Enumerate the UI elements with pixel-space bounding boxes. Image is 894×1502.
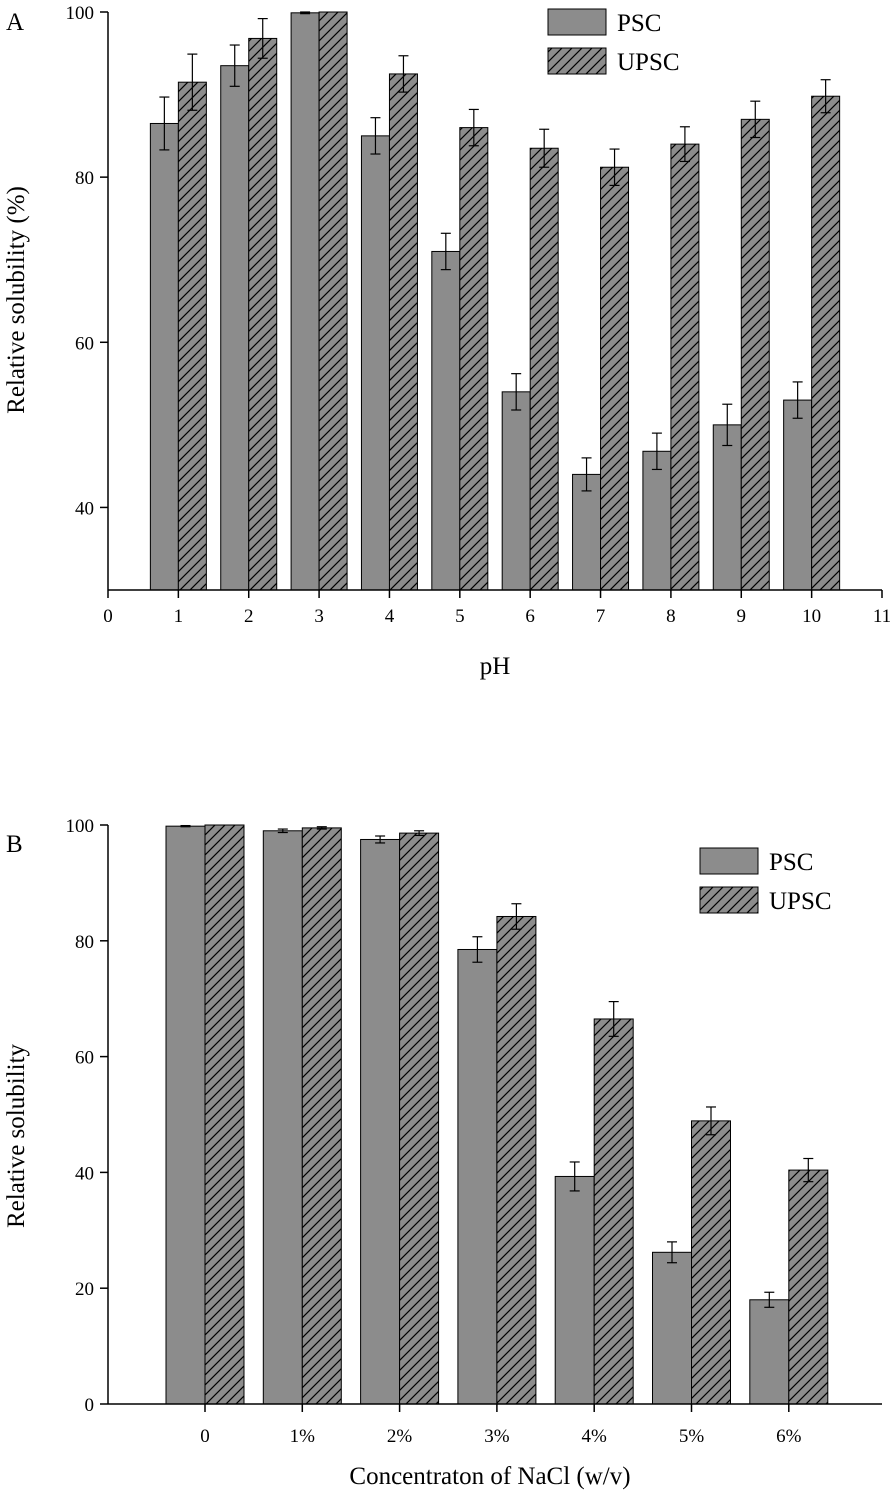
panel-a-y-tick-label: 40: [75, 498, 94, 519]
panel-a-bar-psc: [290, 12, 320, 591]
panel-b-x-axis-title: Concentraton of NaCl (w/v): [349, 1463, 630, 1490]
panel-a-x-tick-label: 9: [737, 606, 747, 627]
panel-a: A 40 60 80 100 0 1 2 3 4 5 6 7 8 9 10 11 pH Relative s…: [3, 3, 891, 680]
panel-a-x-tick-label: 3: [314, 606, 324, 627]
panel-a-bar-psc: [712, 424, 742, 591]
panel-b-y-ticks: 0 20 40 60 80 100: [66, 816, 108, 1416]
panel-a-x-tick-label: 8: [666, 606, 676, 627]
panel-a-bar-upsc: [600, 166, 630, 591]
panel-b-bar-psc: [652, 1251, 692, 1405]
panel-b-bar-psc: [457, 948, 498, 1405]
panel-b-bars: [165, 824, 829, 1405]
panel-a-bar-upsc: [740, 118, 770, 591]
panel-a-bar-psc: [149, 122, 179, 591]
panel-b-bar-upsc: [399, 832, 440, 1405]
panel-b-y-axis-title: Relative solubility: [3, 1043, 30, 1228]
panel-b-x-tick-label: 1%: [290, 1426, 316, 1447]
panel-a-x-tick-label: 11: [873, 606, 891, 627]
panel-b-x-tick-label: 0: [200, 1426, 210, 1447]
panel-a-x-tick-label: 6: [525, 606, 535, 627]
panel-b-y-tick-label: 100: [66, 816, 95, 837]
panel-a-x-ticks: 0 1 2 3 4 5 6 7 8 9 10 11: [103, 590, 891, 627]
panel-a-y-tick-label: 60: [75, 333, 94, 354]
panel-a-y-ticks: 40 60 80 100: [66, 3, 108, 519]
panel-b-bar-upsc: [204, 824, 245, 1405]
panel-b-y-tick-label: 40: [75, 1163, 94, 1184]
panel-a-x-tick-label: 1: [174, 606, 184, 627]
panel-b-bar-upsc: [496, 915, 537, 1405]
panel-b-y-tick-label: 80: [75, 932, 94, 953]
panel-a-bar-upsc: [318, 11, 348, 591]
panel-b-y-tick-label: 20: [75, 1279, 94, 1300]
panel-a-x-tick-label: 10: [802, 606, 821, 627]
panel-a-x-axis-title: pH: [480, 653, 511, 680]
panel-b-legend-psc-swatch: [699, 847, 759, 875]
panel-a-error-bars: [159, 11, 831, 492]
panel-a-legend-upsc-label: UPSC: [617, 49, 680, 76]
panel-b-error-bars: [180, 824, 814, 1308]
panel-a-bar-psc: [783, 399, 813, 591]
panel-b-bar-psc: [554, 1175, 595, 1405]
panel-b-legend-upsc-label: UPSC: [769, 888, 832, 915]
panel-b-bar-psc: [749, 1299, 790, 1405]
panel-a-bars: [149, 11, 841, 591]
panel-a-bar-upsc: [248, 37, 278, 591]
panel-a-x-tick-label: 5: [455, 606, 465, 627]
panel-a-bar-psc: [360, 135, 390, 591]
panel-a-x-tick-label: 4: [385, 606, 395, 627]
panel-b-label: B: [6, 831, 23, 858]
panel-a-y-axis-title: Relative solubility (%): [3, 186, 30, 414]
panel-b-x-tick-label: 3%: [484, 1426, 510, 1447]
panel-a-y-tick-label: 80: [75, 168, 94, 189]
panel-a-bar-upsc: [388, 73, 418, 591]
panel-b-y-tick-label: 60: [75, 1048, 94, 1069]
panel-b-legend-upsc-swatch: [699, 886, 759, 914]
panel-a-bar-upsc: [529, 147, 559, 591]
panel-b-bar-upsc: [691, 1120, 731, 1405]
panel-a-bar-upsc: [811, 95, 841, 591]
panel-a-bar-upsc: [459, 127, 489, 591]
panel-a-bar-upsc: [177, 81, 207, 591]
panel-b-bar-upsc: [301, 827, 342, 1405]
panel-b-bar-psc: [262, 830, 303, 1405]
panel-a-bar-psc: [642, 450, 672, 591]
panel-a-bar-psc: [431, 250, 461, 591]
panel-b: B 0 20 40 60 80 100 0 1% 2% 3% 4% 5% 6% Concentrato…: [3, 816, 882, 1490]
panel-b-x-tick-label: 5%: [679, 1426, 705, 1447]
panel-a-x-tick-label: 0: [103, 606, 113, 627]
panel-a-legend: PSC UPSC: [547, 8, 680, 76]
panel-a-legend-psc-swatch: [547, 8, 607, 36]
panel-b-x-tick-label: 4%: [582, 1426, 608, 1447]
panel-b-bar-upsc: [788, 1169, 829, 1405]
panel-a-bar-psc: [220, 65, 250, 591]
panel-a-x-tick-label: 7: [596, 606, 606, 627]
panel-b-legend: PSC UPSC: [699, 847, 832, 915]
panel-a-legend-psc-label: PSC: [617, 10, 661, 37]
panel-b-x-tick-label: 6%: [776, 1426, 802, 1447]
panel-b-legend-psc-label: PSC: [769, 849, 813, 876]
panel-b-y-tick-label: 0: [85, 1395, 95, 1416]
panel-a-y-tick-label: 100: [66, 3, 95, 24]
panel-b-x-tick-label: 2%: [387, 1426, 413, 1447]
panel-a-bar-upsc: [670, 143, 700, 591]
panel-b-bar-upsc: [593, 1018, 634, 1405]
panel-a-legend-upsc-swatch: [547, 47, 607, 75]
panel-b-bar-psc: [360, 838, 401, 1405]
panel-b-bar-psc: [165, 825, 206, 1405]
panel-a-bar-psc: [501, 391, 531, 591]
panel-a-bar-psc: [572, 473, 602, 591]
panel-a-x-tick-label: 2: [244, 606, 254, 627]
panel-a-label: A: [6, 9, 24, 36]
panel-b-x-ticks: 0 1% 2% 3% 4% 5% 6%: [200, 1404, 802, 1447]
